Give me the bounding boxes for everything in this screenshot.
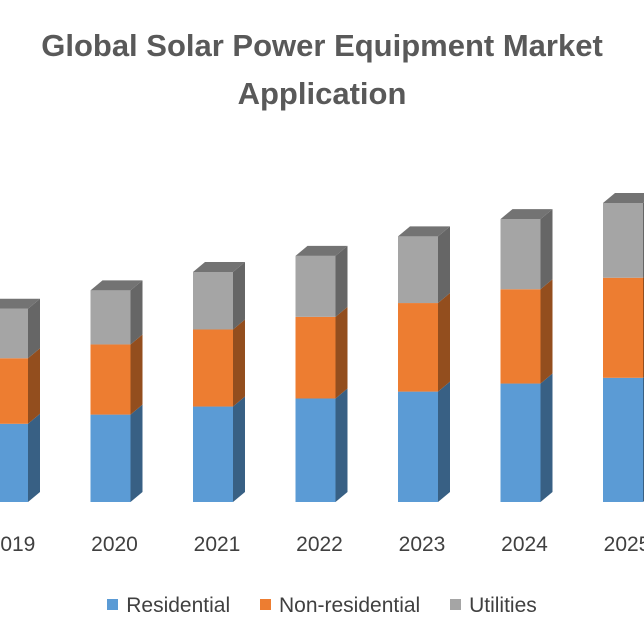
bar-utilities-2024: [500, 219, 541, 290]
bar-utilities-2022-side: [335, 245, 348, 317]
column-2025: [603, 193, 644, 502]
bar-residential-2023: [398, 391, 438, 502]
bar-utilities-2020-top: [90, 280, 143, 291]
bar-residential-2019-side: [28, 413, 40, 502]
x-tick-2022: 2022: [296, 533, 343, 556]
legend-label-non-residential: Non-residential: [278, 594, 421, 617]
chart-title-line-1: Global Solar Power Equipment Market: [41, 28, 603, 63]
bar-residential-2021: [193, 406, 233, 502]
legend-swatch-non-residential: [259, 598, 271, 610]
column-2023: [398, 226, 450, 502]
bar-utilities-2019-top: [0, 298, 40, 309]
bar-non-residential-2024: [500, 289, 541, 384]
x-tick-2024: 2024: [501, 533, 548, 556]
bar-residential-2019: [0, 423, 28, 502]
x-tick-2023: 2023: [399, 533, 446, 556]
bar-non-residential-2021: [193, 329, 233, 407]
column-2022: [295, 245, 348, 502]
x-tick-2019: 2019: [0, 533, 35, 556]
x-tick-2025: 2025: [604, 533, 644, 556]
bar-non-residential-2025: [603, 277, 643, 378]
bar-non-residential-2023-side: [438, 293, 450, 392]
bar-non-residential-2023: [398, 303, 438, 392]
x-tick-2020: 2020: [91, 533, 138, 556]
x-axis-ticks: 2019 2020 2021 2022 2023 2024 2025: [0, 533, 644, 556]
bar-utilities-2024-top: [500, 209, 553, 220]
bar-residential-2021-side: [233, 396, 245, 502]
bar-non-residential-2022: [295, 316, 336, 399]
legend-item-non-residential: Non-residential: [259, 594, 421, 618]
bar-utilities-2025-top: [603, 193, 644, 203]
column-2019: [0, 298, 40, 502]
bar-non-residential-2022-side: [335, 306, 348, 399]
legend-swatch-residential: [107, 598, 119, 610]
bar-residential-2023-side: [438, 381, 450, 502]
chart-title-line-2: Application: [237, 76, 407, 111]
bar-residential-2022-side: [335, 388, 348, 502]
bar-utilities-2022: [295, 255, 336, 317]
bar-residential-2024: [500, 383, 541, 502]
column-2020: [90, 280, 143, 502]
bar-utilities-2021: [193, 272, 233, 330]
bar-non-residential-2019: [0, 358, 28, 424]
legend-label-utilities: Utilities: [469, 594, 537, 617]
legend-item-utilities: Utilities: [450, 594, 537, 618]
bar-non-residential-2024-side: [540, 279, 553, 384]
bar-utilities-2025: [603, 203, 643, 278]
bar-non-residential-2021-side: [233, 319, 245, 407]
bar-residential-2022: [295, 398, 336, 502]
bar-utilities-2024-side: [540, 209, 553, 290]
bar-residential-2020-side: [130, 404, 143, 502]
bar-utilities-2019: [0, 308, 28, 359]
legend: Residential Non-residential Utilities: [0, 594, 644, 618]
legend-label-residential: Residential: [126, 594, 231, 617]
bar-residential-2020: [90, 414, 131, 502]
legend-item-residential: Residential: [107, 594, 230, 618]
bar-residential-2024-side: [540, 373, 553, 502]
bar-utilities-2019-side: [28, 298, 40, 359]
bar-utilities-2023: [398, 236, 438, 304]
bar-utilities-2021-side: [233, 262, 245, 330]
bar-utilities-2020: [90, 290, 131, 345]
bar-utilities-2023-top: [398, 226, 450, 237]
bar-utilities-2020-side: [130, 280, 143, 345]
bar-residential-2025: [603, 377, 643, 502]
column-2024: [500, 209, 553, 502]
column-2021: [193, 262, 245, 502]
bar-non-residential-2020-side: [130, 334, 143, 415]
bar-non-residential-2019-side: [28, 348, 40, 424]
bars-group: [0, 193, 644, 502]
bar-utilities-2021-top: [193, 262, 245, 272]
bar-utilities-2023-side: [438, 226, 450, 304]
bar-utilities-2022-top: [295, 245, 348, 256]
bar-non-residential-2020: [90, 344, 131, 415]
chart-title: Global Solar Power Equipment Market Appl…: [0, 22, 644, 118]
legend-swatch-utilities: [450, 598, 462, 610]
x-tick-2021: 2021: [194, 533, 241, 556]
